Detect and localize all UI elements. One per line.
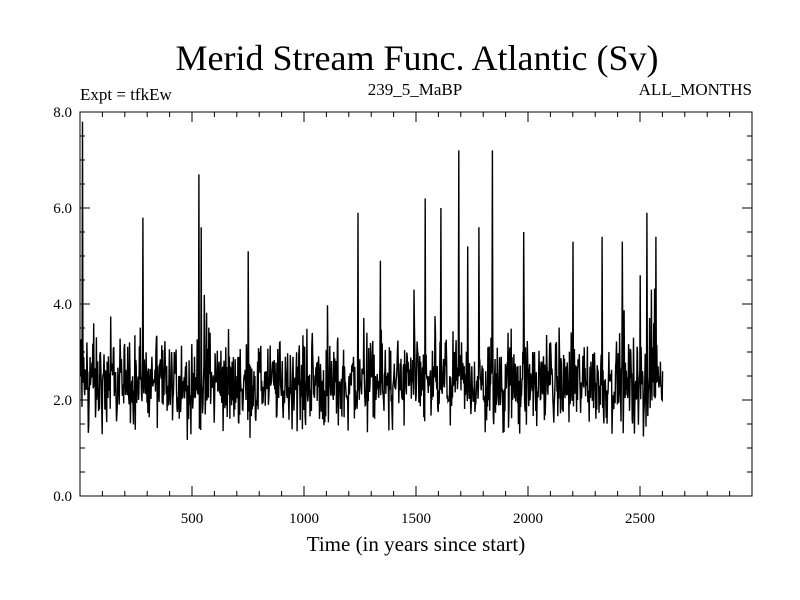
x-tick-label: 500 [181,511,204,527]
y-tick-label: 6.0 [53,201,72,217]
chart-subtitle-left: Expt = tfkEw [80,85,172,104]
y-tick-label: 0.0 [53,489,72,505]
chart-title: Merid Stream Func. Atlantic (Sv) [176,38,659,78]
chart-subtitle-center: 239_5_MaBP [368,80,462,99]
y-tick-label: 2.0 [53,393,72,409]
x-tick-label: 2500 [625,511,655,527]
series-line [79,121,664,441]
x-tick-label: 1000 [289,511,319,527]
x-tick-label: 2000 [513,511,543,527]
x-axis-label: Time (in years since start) [307,532,526,556]
y-tick-label: 4.0 [53,297,72,313]
x-axis: 500 1000 1500 2000 2500 [101,112,731,527]
x-tick-label: 1500 [401,511,431,527]
chart-subtitle-right: ALL_MONTHS [639,80,752,99]
y-axis: 0.0 2.0 4.0 6.0 8.0 [53,105,752,505]
y-tick-label: 8.0 [53,105,72,121]
series-layer [79,121,664,441]
